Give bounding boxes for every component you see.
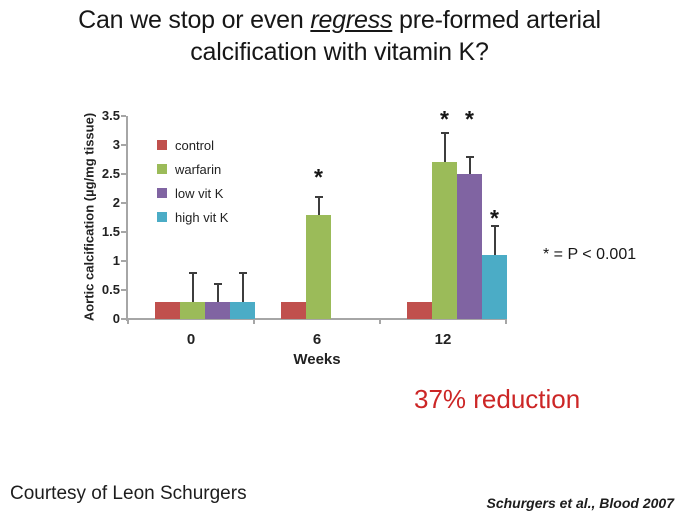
error-bar [443, 133, 446, 163]
x-category-label: 6 [312, 331, 322, 348]
chart-legend: control warfarin low vit K high vit K [157, 133, 228, 229]
y-axis-tick [121, 202, 126, 204]
error-bar-cap [465, 155, 474, 158]
x-axis-title: Weeks [293, 351, 341, 368]
slide-title: Can we stop or even regress pre-formed a… [40, 5, 640, 69]
x-axis-line [126, 318, 507, 320]
error-bar-cap [188, 271, 197, 274]
y-tick-label: 3.5 [101, 108, 120, 123]
y-axis-tick [121, 144, 126, 146]
x-axis-tick [379, 319, 381, 324]
legend-item-high-vit-K: high vit K [157, 205, 228, 229]
legend-item-low-vit-K: low vit K [157, 181, 228, 205]
bar-high-vit-K-week-0 [230, 301, 255, 319]
y-axis-tick [121, 231, 126, 233]
x-category-label: 0 [186, 331, 196, 348]
error-bar [216, 284, 219, 302]
bar-low-vit-K-week-0 [205, 301, 230, 319]
y-tick-label: 1 [112, 253, 120, 268]
y-tick-label: 2.5 [101, 166, 120, 181]
error-bar [317, 197, 320, 215]
legend-label: low vit K [175, 185, 224, 201]
title-prefix: Can we stop or even [78, 6, 311, 34]
error-bar-cap [238, 271, 247, 274]
y-axis-tick [121, 260, 126, 262]
bar-control-week-0 [155, 301, 180, 319]
y-tick-label: 3 [112, 137, 120, 152]
significance-asterisk: * [440, 105, 449, 132]
y-tick-label: 2 [112, 195, 120, 210]
legend-item-control: control [157, 133, 228, 157]
error-bar-cap [490, 225, 499, 228]
error-bar-cap [440, 132, 449, 135]
y-tick-label: 0.5 [101, 282, 120, 297]
y-axis-title: Aortic calcification (µg/mg tissue) [81, 112, 97, 322]
bar-warfarin-week-12 [432, 162, 457, 319]
title-emphasis-regress: regress [310, 6, 393, 34]
x-axis-tick [127, 319, 129, 324]
error-bar [241, 272, 244, 302]
x-category-label: 12 [434, 331, 452, 348]
y-axis-tick [121, 289, 126, 291]
significance-asterisk: * [465, 105, 474, 132]
x-axis-tick [253, 319, 255, 324]
legend-label: high vit K [175, 209, 229, 225]
title-suffix: pre-formed arterial calcification with v… [190, 6, 601, 66]
significance-asterisk: * [314, 163, 323, 190]
bar-low-vit-K-week-12 [457, 174, 482, 319]
y-axis-line [126, 116, 128, 321]
error-bar-cap [314, 196, 323, 199]
legend-swatch-warfarin [157, 164, 167, 174]
legend-item-warfarin: warfarin [157, 157, 228, 181]
y-axis-tick [121, 115, 126, 117]
error-bar-cap [213, 283, 222, 286]
significance-note: * = P < 0.001 [543, 246, 637, 263]
legend-swatch-high-vit-K [157, 212, 167, 222]
significance-asterisk: * [490, 204, 499, 231]
reduction-annotation: 37% reduction [414, 384, 581, 414]
courtesy-text: Courtesy of Leon Schurgers [10, 483, 247, 504]
bar-control-week-6 [281, 301, 306, 319]
x-axis-tick [505, 319, 507, 324]
citation-text: Schurgers et al., Blood 2007 [486, 495, 674, 511]
y-tick-label: 1.5 [101, 224, 120, 239]
error-bar [493, 226, 496, 256]
error-bar [468, 156, 471, 174]
legend-swatch-low-vit-K [157, 188, 167, 198]
bar-control-week-12 [407, 301, 432, 319]
legend-label: warfarin [175, 161, 222, 177]
bar-high-vit-K-week-12 [482, 255, 507, 319]
legend-label: control [175, 137, 215, 153]
bar-warfarin-week-0 [180, 301, 205, 319]
y-axis-tick [121, 173, 126, 175]
y-tick-label: 0 [112, 311, 120, 326]
bar-warfarin-week-6 [306, 214, 331, 319]
error-bar [191, 272, 194, 302]
legend-swatch-control [157, 140, 167, 150]
y-axis-tick [121, 318, 126, 320]
